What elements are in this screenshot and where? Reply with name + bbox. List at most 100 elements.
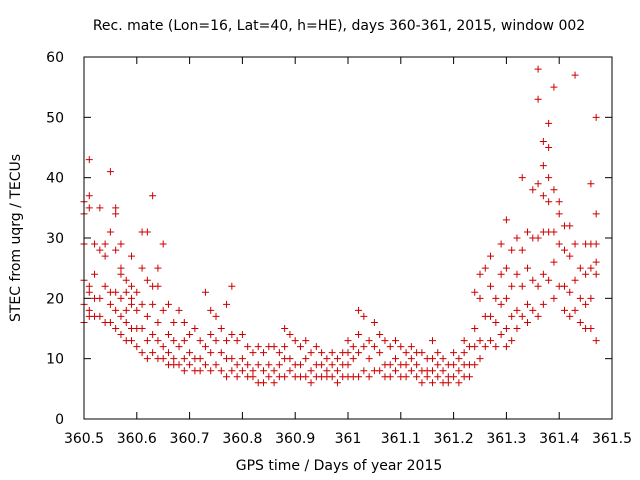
data-point	[502, 343, 510, 351]
data-point	[407, 367, 415, 375]
data-point	[550, 228, 558, 236]
y-tick-label: 10	[46, 352, 64, 368]
data-point	[85, 156, 93, 164]
data-point	[450, 349, 458, 357]
data-point	[529, 186, 537, 194]
data-point	[555, 240, 563, 248]
data-point	[539, 137, 547, 145]
data-point	[502, 294, 510, 302]
data-point	[233, 361, 241, 369]
data-point	[423, 373, 431, 381]
data-point	[397, 343, 405, 351]
data-point	[328, 373, 336, 381]
data-point	[534, 65, 542, 73]
data-point	[508, 246, 516, 254]
data-point	[434, 349, 442, 357]
data-point	[402, 361, 410, 369]
data-point	[349, 343, 357, 351]
x-tick-label: 361.4	[539, 431, 579, 447]
data-point	[170, 318, 178, 326]
data-point	[265, 361, 273, 369]
data-point	[513, 270, 521, 278]
data-point	[228, 331, 236, 339]
data-point	[333, 355, 341, 363]
data-point	[291, 337, 299, 345]
data-point	[186, 331, 194, 339]
data-point	[228, 282, 236, 290]
data-point	[360, 343, 368, 351]
data-point	[418, 379, 426, 387]
data-point	[381, 337, 389, 345]
data-point	[355, 306, 363, 314]
data-point	[207, 331, 215, 339]
data-point	[180, 318, 188, 326]
data-point	[450, 361, 458, 369]
plot-frame	[83, 56, 613, 420]
y-tick-label: 20	[46, 291, 64, 307]
data-point	[566, 312, 574, 320]
x-axis-title: GPS time / Days of year 2015	[236, 458, 443, 474]
data-point	[85, 204, 93, 212]
data-point	[576, 294, 584, 302]
data-point	[428, 337, 436, 345]
data-point	[244, 343, 252, 351]
data-point	[550, 258, 558, 266]
data-point	[571, 240, 579, 248]
data-point	[502, 325, 510, 332]
data-point	[281, 373, 289, 381]
data-point	[223, 373, 231, 381]
data-point	[471, 288, 479, 296]
data-point	[128, 294, 136, 302]
data-point	[407, 343, 415, 351]
data-point	[439, 367, 447, 375]
data-point	[149, 349, 157, 357]
data-point	[191, 325, 199, 332]
data-point	[365, 355, 373, 363]
data-point	[149, 300, 157, 308]
data-point	[587, 325, 595, 332]
data-point	[112, 210, 120, 218]
data-point	[370, 343, 378, 351]
data-point	[85, 192, 93, 200]
data-point	[307, 379, 315, 387]
data-point	[270, 343, 278, 351]
x-tick-label: 360.7	[170, 431, 210, 447]
data-point	[476, 294, 484, 302]
data-point	[201, 288, 209, 296]
data-point	[386, 343, 394, 351]
data-point	[545, 198, 553, 206]
data-point	[106, 168, 114, 176]
data-point	[555, 210, 563, 218]
data-point	[106, 300, 114, 308]
data-point	[233, 337, 241, 345]
data-point	[138, 325, 146, 332]
data-point	[312, 343, 320, 351]
data-point	[223, 300, 231, 308]
data-point	[376, 331, 384, 339]
data-point	[281, 325, 289, 332]
data-point	[133, 343, 141, 351]
data-point	[149, 192, 157, 200]
data-point	[518, 312, 526, 320]
data-point	[207, 306, 215, 314]
data-point	[260, 349, 268, 357]
data-point	[545, 144, 553, 151]
data-point	[539, 300, 547, 308]
data-point	[328, 349, 336, 357]
data-point	[355, 373, 363, 381]
data-point	[539, 192, 547, 200]
data-point	[323, 367, 331, 375]
data-point	[128, 337, 136, 345]
data-point	[117, 264, 125, 272]
x-tick-label: 361.3	[486, 431, 526, 447]
data-point	[534, 95, 542, 103]
data-point	[228, 367, 236, 375]
data-point	[207, 349, 215, 357]
data-point	[180, 367, 188, 375]
data-point	[249, 349, 257, 357]
data-point	[254, 343, 262, 351]
data-point	[492, 318, 500, 326]
ticks-layer: 360.5 360.6 360.7 360.8 360.9 361 361.1 361.2 36…	[46, 50, 632, 447]
